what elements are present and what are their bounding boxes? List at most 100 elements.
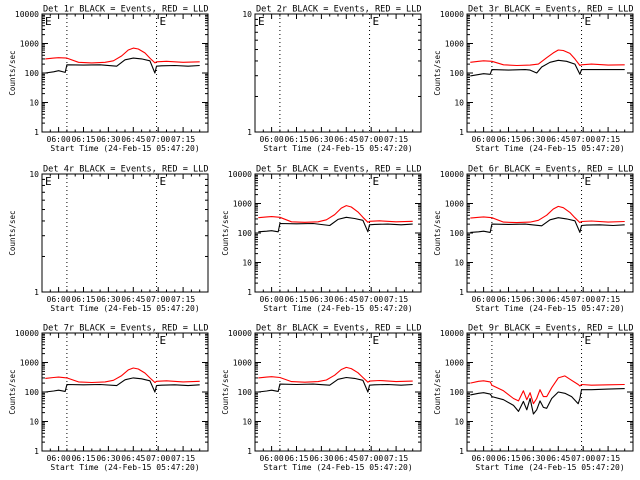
y-tick-label: 1 — [247, 447, 252, 456]
x-tick-label: 06:00 — [260, 295, 284, 304]
y-axis-label: Counts/sec — [8, 210, 17, 255]
x-axis-label: Start Time (24-Feb-15 05:47:20) — [475, 463, 624, 472]
x-tick-label: 06:30 — [521, 454, 545, 463]
series-lld-line — [470, 49, 625, 67]
x-tick-label: 06:30 — [309, 454, 333, 463]
x-tick-label: 06:00 — [472, 454, 496, 463]
y-tick-label: 10000 — [440, 170, 464, 179]
series-events-line — [470, 59, 625, 77]
y-tick-label: 1 — [247, 288, 252, 297]
x-axis-label: Start Time (24-Feb-15 05:47:20) — [475, 304, 624, 313]
e-annotation: E — [45, 175, 52, 188]
x-tick-label: 07:00 — [146, 135, 170, 144]
x-tick-label: 06:00 — [260, 135, 284, 144]
panel-title: Det 1r BLACK = Events, RED = LLD — [43, 5, 209, 15]
panel-title: Det 4r BLACK = Events, RED = LLD — [43, 165, 209, 175]
y-axis-label: Counts/sec — [433, 369, 442, 414]
x-tick-label: 07:00 — [571, 295, 595, 304]
x-tick-label: 07:00 — [359, 454, 383, 463]
x-tick-label: 06:15 — [71, 135, 95, 144]
x-axis-label: Start Time (24-Feb-15 05:47:20) — [263, 463, 412, 472]
panel-det-8: Det 8r BLACK = Events, RED = LLD 1 10 100 10… — [221, 324, 422, 473]
x-tick-label: 06:30 — [521, 135, 545, 144]
series-events-line — [45, 377, 200, 393]
x-tick-label: 07:15 — [384, 295, 408, 304]
x-tick-label: 06:45 — [334, 454, 358, 463]
y-tick-label: 10000 — [15, 329, 39, 338]
x-tick-label: 06:15 — [496, 454, 520, 463]
y-tick-label: 1 — [34, 288, 39, 297]
x-tick-label: 07:15 — [596, 454, 620, 463]
x-tick-label: 06:00 — [472, 295, 496, 304]
panel-title: Det 3r BLACK = Events, RED = LLD — [468, 5, 634, 15]
e-annotation: E — [373, 15, 380, 28]
x-tick-label: 06:45 — [546, 135, 570, 144]
x-tick-label: 06:00 — [260, 454, 284, 463]
panel-det-5: Det 5r BLACK = Events, RED = LLD 1 10 100 10… — [221, 165, 422, 314]
x-tick-label: 06:45 — [121, 135, 145, 144]
y-axis-label: Counts/sec — [433, 50, 442, 95]
panel-det-2: Det 2r BLACK = Events, RED = LLD 1 10 06:00… — [242, 5, 421, 154]
x-tick-label: 06:45 — [121, 295, 145, 304]
panel-title: Det 5r BLACK = Events, RED = LLD — [256, 165, 422, 175]
y-tick-label: 10 — [454, 259, 464, 268]
x-axis-label: Start Time (24-Feb-15 05:47:20) — [50, 463, 199, 472]
y-tick-label: 10000 — [228, 329, 252, 338]
panel-det-1: Det 1r BLACK = Events, RED = LLD 1 10 100 10… — [8, 5, 209, 154]
series-lld-line — [470, 375, 625, 405]
series-lld-line — [258, 366, 413, 383]
y-axis-label: Counts/sec — [8, 50, 17, 95]
x-tick-label: 06:15 — [71, 454, 95, 463]
y-axis-label: Counts/sec — [221, 369, 230, 414]
y-tick-label: 100 — [25, 69, 40, 78]
x-tick-label: 06:00 — [47, 135, 71, 144]
y-tick-label: 10 — [454, 99, 464, 108]
x-tick-label: 07:00 — [571, 135, 595, 144]
y-tick-label: 1000 — [445, 40, 464, 49]
y-tick-label: 1000 — [445, 200, 464, 209]
x-tick-label: 06:45 — [334, 135, 358, 144]
x-tick-label: 06:15 — [496, 295, 520, 304]
y-tick-label: 10 — [242, 418, 252, 427]
y-tick-label: 1000 — [233, 359, 252, 368]
y-tick-label: 10 — [29, 99, 39, 108]
e-annotation: E — [45, 15, 52, 28]
x-tick-label: 07:15 — [384, 454, 408, 463]
x-tick-label: 07:00 — [146, 295, 170, 304]
y-tick-label: 100 — [450, 69, 465, 78]
y-tick-label: 1000 — [445, 359, 464, 368]
x-tick-label: 06:30 — [521, 295, 545, 304]
x-tick-label: 06:15 — [71, 295, 95, 304]
e-annotation: E — [160, 334, 167, 347]
x-tick-label: 06:15 — [284, 295, 308, 304]
panel-det-6: Det 6r BLACK = Events, RED = LLD 1 10 100 10… — [433, 165, 634, 314]
x-tick-label: 06:45 — [546, 295, 570, 304]
series-events-line — [258, 376, 413, 393]
series-lld-line — [45, 367, 200, 384]
e-annotation: E — [585, 334, 592, 347]
y-tick-label: 100 — [238, 229, 253, 238]
y-tick-label: 1 — [34, 447, 39, 456]
series-lld-line — [45, 47, 200, 64]
x-tick-label: 06:30 — [96, 295, 120, 304]
series-events-line — [470, 388, 625, 415]
y-tick-label: 10000 — [15, 10, 39, 19]
y-tick-label: 100 — [25, 388, 40, 397]
series-events-line — [45, 57, 200, 74]
x-tick-label: 06:15 — [496, 135, 520, 144]
x-tick-label: 06:15 — [284, 135, 308, 144]
x-tick-label: 07:15 — [171, 454, 195, 463]
x-axis-label: Start Time (24-Feb-15 05:47:20) — [475, 144, 624, 153]
x-tick-label: 07:00 — [146, 454, 170, 463]
y-tick-label: 1 — [459, 447, 464, 456]
panel-det-4: Det 4r BLACK = Events, RED = LLD 1 10 06:00… — [8, 165, 209, 314]
x-tick-label: 06:00 — [47, 295, 71, 304]
series-lld-line — [470, 205, 625, 224]
y-tick-label: 10000 — [440, 10, 464, 19]
x-tick-label: 07:15 — [171, 135, 195, 144]
x-tick-label: 06:45 — [546, 454, 570, 463]
x-tick-label: 07:00 — [359, 295, 383, 304]
x-tick-label: 07:00 — [359, 135, 383, 144]
panel-det-7: Det 7r BLACK = Events, RED = LLD 1 10 100 10… — [8, 324, 209, 473]
